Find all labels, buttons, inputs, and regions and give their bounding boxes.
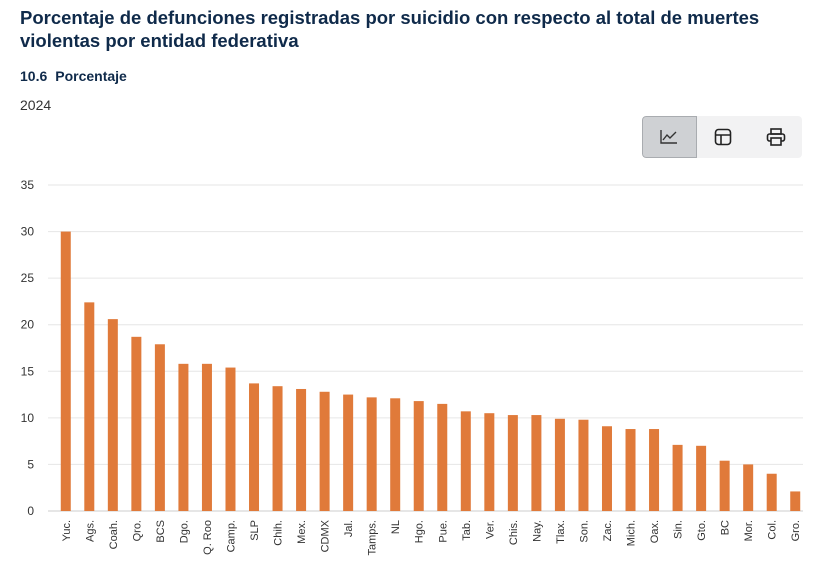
x-tick-label: Chih. bbox=[273, 520, 285, 546]
bar bbox=[131, 336, 142, 511]
x-tick-label: NL bbox=[390, 520, 402, 534]
bar bbox=[649, 429, 660, 511]
x-tick-label: BC bbox=[720, 520, 732, 535]
bar bbox=[766, 473, 777, 511]
bar bbox=[484, 413, 495, 511]
x-tick-label: Camp. bbox=[225, 520, 237, 552]
bar bbox=[201, 363, 212, 511]
print-button[interactable] bbox=[749, 116, 802, 158]
x-tick-label: Nay. bbox=[531, 520, 543, 542]
x-tick-label: SLP bbox=[249, 520, 261, 541]
x-tick-label: Tamps. bbox=[367, 520, 379, 555]
bar bbox=[601, 426, 612, 511]
bar bbox=[554, 418, 565, 511]
bar bbox=[319, 391, 330, 511]
line-chart-icon bbox=[659, 129, 679, 145]
indicator-code: 10.6 bbox=[20, 68, 48, 84]
bar bbox=[366, 397, 377, 511]
y-tick-label: 0 bbox=[27, 504, 34, 518]
y-tick-label: 10 bbox=[21, 411, 35, 425]
bar bbox=[507, 415, 518, 511]
x-tick-label: Qro. bbox=[131, 520, 143, 541]
x-tick-label: CDMX bbox=[320, 519, 332, 552]
chart-view-button[interactable] bbox=[642, 116, 697, 158]
bar bbox=[60, 231, 71, 512]
x-tick-label: Mex. bbox=[296, 520, 308, 544]
bar bbox=[531, 415, 542, 511]
chart-title: Porcentaje de defunciones registradas po… bbox=[20, 7, 760, 51]
bar bbox=[390, 398, 401, 511]
table-icon bbox=[714, 128, 732, 146]
x-tick-label: Pue. bbox=[437, 520, 449, 543]
bar bbox=[107, 319, 118, 511]
bar bbox=[460, 411, 471, 511]
bar bbox=[84, 302, 95, 511]
x-tick-label: Yuc. bbox=[61, 520, 73, 541]
chart-toolbar bbox=[642, 116, 802, 158]
x-tick-label: Mor. bbox=[743, 520, 755, 541]
bar bbox=[719, 460, 730, 511]
x-tick-label: Oax. bbox=[649, 520, 661, 543]
year-label: 2024 bbox=[20, 97, 52, 113]
indicator-unit: Porcentaje bbox=[55, 68, 127, 84]
x-tick-label: Coah. bbox=[108, 520, 120, 549]
x-tick-label: Ver. bbox=[484, 520, 496, 539]
x-tick-label: Hgo. bbox=[414, 520, 426, 543]
x-tick-label: Gto. bbox=[696, 520, 708, 541]
x-tick-label: Zac. bbox=[602, 520, 614, 541]
x-tick-label: Col. bbox=[767, 520, 779, 540]
printer-icon bbox=[766, 128, 786, 146]
x-tick-label: Dgo. bbox=[178, 520, 190, 543]
bar bbox=[272, 386, 283, 511]
x-tick-label: Son. bbox=[578, 520, 590, 543]
bar bbox=[225, 367, 236, 511]
bar bbox=[178, 363, 189, 511]
y-tick-label: 20 bbox=[21, 318, 35, 332]
x-tick-label: BCS bbox=[155, 520, 167, 543]
bar bbox=[437, 403, 448, 511]
bar bbox=[249, 383, 260, 511]
x-tick-label: Ags. bbox=[84, 520, 96, 542]
bar bbox=[696, 445, 707, 511]
x-tick-label: Q. Roo bbox=[202, 520, 214, 555]
bar bbox=[743, 464, 754, 511]
x-tick-label: Gro. bbox=[790, 520, 802, 541]
x-tick-label: Chis. bbox=[508, 520, 520, 545]
y-tick-label: 25 bbox=[21, 271, 35, 285]
x-tick-label: Sin. bbox=[673, 520, 685, 539]
x-tick-label: Tab. bbox=[461, 520, 473, 541]
bar bbox=[154, 344, 165, 511]
bar bbox=[413, 401, 424, 511]
y-tick-label: 5 bbox=[27, 457, 34, 471]
x-tick-label: Mich. bbox=[626, 520, 638, 546]
bar bbox=[790, 491, 801, 511]
x-tick-label: Tlax. bbox=[555, 520, 567, 544]
y-tick-label: 30 bbox=[21, 225, 35, 239]
y-tick-label: 15 bbox=[21, 364, 35, 378]
y-tick-label: 35 bbox=[21, 178, 35, 192]
bar bbox=[672, 444, 683, 511]
table-view-button[interactable] bbox=[697, 116, 750, 158]
bar bbox=[296, 388, 307, 511]
bar bbox=[343, 394, 354, 511]
x-tick-label: Jal. bbox=[343, 520, 355, 537]
bar bbox=[625, 429, 636, 511]
indicator-label: 10.6 Porcentaje bbox=[20, 68, 127, 84]
bar bbox=[578, 419, 589, 511]
